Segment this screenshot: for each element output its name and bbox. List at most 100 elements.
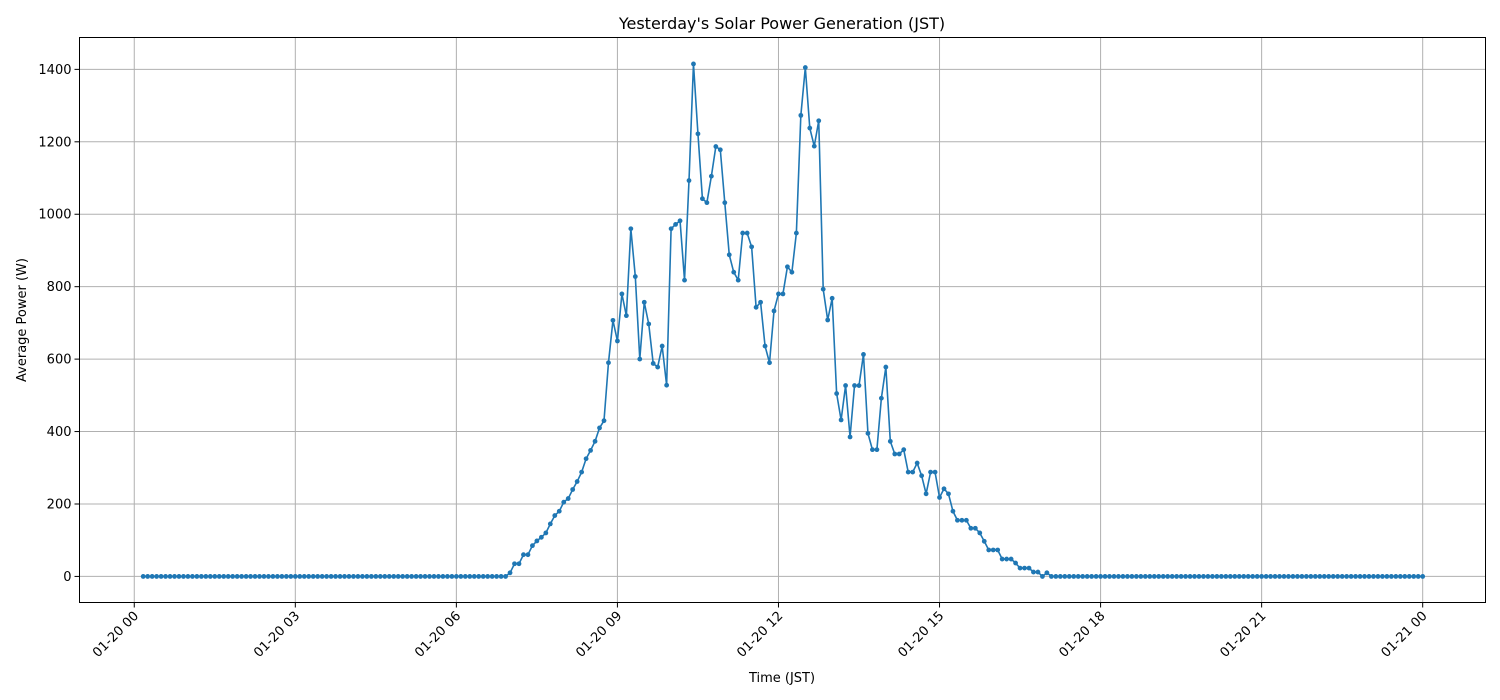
data-point bbox=[1062, 574, 1068, 579]
data-point bbox=[856, 383, 862, 388]
data-point bbox=[467, 574, 473, 579]
data-point bbox=[995, 547, 1001, 553]
data-point bbox=[221, 574, 227, 579]
x-tick-label: 01-21 00 bbox=[1379, 609, 1431, 661]
data-point bbox=[1084, 574, 1090, 579]
data-point bbox=[946, 491, 951, 497]
data-point bbox=[257, 574, 262, 579]
data-point bbox=[691, 61, 696, 67]
data-point bbox=[1187, 574, 1193, 579]
series-line bbox=[140, 61, 1426, 579]
data-point bbox=[785, 264, 790, 270]
data-point bbox=[1268, 574, 1273, 579]
data-point bbox=[409, 574, 415, 579]
data-point bbox=[1259, 574, 1265, 579]
grid bbox=[79, 37, 1486, 603]
chart-title: Yesterday's Solar Power Generation (JST) bbox=[618, 14, 945, 33]
data-point bbox=[1326, 574, 1332, 579]
data-point bbox=[270, 574, 276, 579]
data-point bbox=[1250, 574, 1256, 579]
data-point bbox=[427, 574, 432, 579]
data-point bbox=[852, 383, 857, 388]
data-point bbox=[740, 230, 746, 236]
data-point bbox=[283, 574, 289, 579]
data-point bbox=[489, 574, 495, 579]
data-point bbox=[297, 574, 303, 579]
data-point bbox=[1366, 574, 1372, 579]
data-point bbox=[1344, 574, 1350, 579]
x-tick-label: 01-20 18 bbox=[1056, 609, 1108, 661]
data-point bbox=[1232, 574, 1238, 579]
data-point bbox=[503, 574, 508, 579]
data-point bbox=[615, 338, 620, 344]
data-point bbox=[847, 434, 853, 440]
data-point bbox=[351, 574, 356, 579]
data-point bbox=[494, 574, 500, 579]
data-point bbox=[377, 574, 383, 579]
data-point bbox=[1339, 574, 1345, 579]
data-point bbox=[346, 574, 352, 579]
data-point bbox=[762, 343, 768, 349]
data-point bbox=[360, 574, 365, 579]
data-point bbox=[1053, 574, 1059, 579]
data-point bbox=[1348, 574, 1354, 579]
data-point bbox=[1312, 574, 1318, 579]
data-point bbox=[628, 226, 634, 232]
y-tick-label: 1200 bbox=[38, 135, 71, 150]
data-point bbox=[1116, 574, 1121, 579]
data-point bbox=[145, 574, 151, 579]
y-tick-label: 600 bbox=[47, 353, 72, 368]
data-point bbox=[1321, 574, 1327, 579]
data-point bbox=[1142, 574, 1148, 579]
data-point bbox=[1241, 574, 1247, 579]
x-tick-label: 01-20 06 bbox=[412, 609, 464, 661]
data-point bbox=[1160, 574, 1166, 579]
data-point bbox=[1022, 565, 1027, 571]
data-point bbox=[597, 425, 602, 431]
data-point bbox=[382, 574, 388, 579]
data-point bbox=[789, 269, 795, 275]
data-point bbox=[637, 356, 643, 362]
data-point bbox=[1098, 574, 1103, 579]
data-point bbox=[623, 313, 629, 319]
data-point bbox=[1411, 574, 1417, 579]
data-point bbox=[865, 430, 871, 436]
x-tick-label: 01-20 00 bbox=[90, 609, 142, 661]
data-point bbox=[324, 574, 330, 579]
data-point bbox=[368, 574, 374, 579]
data-point bbox=[650, 361, 656, 366]
data-point bbox=[641, 299, 647, 305]
data-point bbox=[905, 469, 911, 475]
data-point bbox=[1169, 574, 1175, 579]
y-tick-label: 1400 bbox=[38, 63, 71, 78]
data-point bbox=[440, 574, 446, 579]
data-point bbox=[610, 317, 616, 323]
data-point bbox=[1138, 574, 1144, 579]
data-point bbox=[1093, 574, 1099, 579]
data-point bbox=[1380, 574, 1385, 579]
data-point bbox=[328, 574, 334, 579]
data-point bbox=[829, 295, 835, 301]
x-tick-label: 01-20 09 bbox=[573, 609, 625, 661]
data-point bbox=[1066, 574, 1072, 579]
data-point bbox=[176, 574, 182, 579]
data-point bbox=[1201, 574, 1206, 579]
data-point bbox=[655, 364, 661, 370]
data-point bbox=[1210, 574, 1215, 579]
data-point bbox=[744, 230, 750, 236]
data-point bbox=[315, 574, 321, 579]
data-point bbox=[194, 574, 200, 579]
data-point bbox=[1071, 574, 1077, 579]
data-point bbox=[780, 291, 786, 297]
data-point bbox=[1290, 574, 1296, 579]
data-point bbox=[574, 479, 580, 484]
data-point bbox=[816, 118, 822, 124]
y-tick-label: 1000 bbox=[38, 208, 71, 223]
data-point bbox=[538, 534, 544, 540]
data-point bbox=[1183, 574, 1188, 579]
data-point bbox=[1026, 565, 1032, 571]
data-point bbox=[825, 317, 831, 323]
data-point bbox=[972, 525, 978, 531]
data-point bbox=[1362, 574, 1367, 579]
